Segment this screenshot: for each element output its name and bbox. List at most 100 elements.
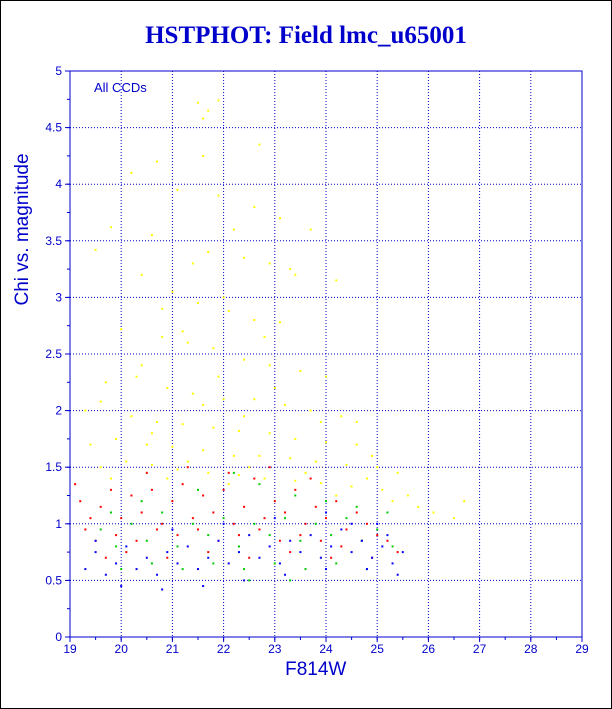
data-point-green: [130, 522, 133, 525]
data-point-red: [207, 551, 210, 554]
data-point-red: [156, 528, 159, 531]
data-point-yellow: [140, 364, 143, 367]
data-point-green: [376, 528, 379, 531]
data-point-yellow: [202, 403, 205, 406]
y-tick-label: 5: [55, 64, 62, 78]
data-point-red: [319, 539, 322, 542]
data-point-green: [345, 517, 348, 520]
x-tick-label: 25: [371, 642, 385, 656]
data-point-yellow: [309, 228, 312, 231]
data-point-red: [191, 517, 194, 520]
data-point-yellow: [207, 109, 210, 112]
data-point-red: [376, 534, 379, 537]
data-point-blue: [325, 511, 327, 514]
data-point-blue: [237, 551, 240, 554]
data-point-yellow: [248, 466, 251, 469]
data-point-yellow: [340, 415, 343, 418]
data-point-green: [258, 483, 261, 486]
data-point-yellow: [381, 488, 384, 491]
data-point-red: [386, 539, 389, 542]
data-point-yellow: [176, 468, 179, 471]
data-point-green: [140, 500, 143, 503]
data-point-yellow: [319, 420, 322, 423]
data-point-green: [268, 534, 271, 537]
all-ccds-annotation: All CCDs: [94, 80, 147, 95]
data-point-yellow: [289, 268, 292, 271]
data-point-blue: [268, 545, 271, 548]
data-point-yellow: [325, 441, 327, 444]
data-point-yellow: [171, 290, 174, 293]
data-point-blue: [227, 562, 230, 565]
data-point-blue: [309, 534, 312, 537]
data-point-red: [263, 517, 266, 520]
data-point-blue: [166, 551, 169, 554]
data-point-green: [181, 568, 184, 571]
data-point-blue: [171, 528, 174, 531]
data-point-green: [197, 488, 199, 491]
data-point-yellow: [202, 117, 205, 120]
data-point-red: [253, 477, 256, 480]
data-point-yellow: [294, 273, 297, 276]
data-point-red: [186, 466, 189, 469]
x-tick-label: 26: [422, 642, 436, 656]
data-point-blue: [94, 551, 97, 554]
data-point-green: [314, 522, 317, 525]
data-point-yellow: [309, 409, 312, 412]
data-point-yellow: [299, 369, 302, 372]
data-point-yellow: [140, 273, 143, 276]
data-point-green: [115, 545, 118, 548]
data-point-red: [120, 517, 123, 520]
data-point-green: [109, 511, 112, 514]
data-point-red: [166, 556, 169, 559]
data-point-blue: [222, 522, 225, 525]
data-point-green: [232, 471, 235, 474]
x-tick-label: 27: [473, 642, 487, 656]
data-point-blue: [284, 573, 287, 576]
data-point-yellow: [84, 409, 87, 412]
y-tick-label: 1.5: [45, 460, 62, 474]
data-point-red: [289, 551, 292, 554]
data-point-yellow: [145, 443, 148, 446]
data-point-green: [99, 528, 102, 531]
data-point-yellow: [243, 415, 246, 418]
data-point-yellow: [125, 460, 128, 463]
data-point-green: [386, 511, 389, 514]
data-point-yellow: [263, 477, 266, 480]
data-point-red: [115, 534, 118, 537]
data-point-blue: [94, 539, 97, 542]
data-point-yellow: [186, 341, 189, 344]
data-point-blue: [325, 568, 327, 571]
data-point-green: [284, 517, 287, 520]
x-tick-label: 24: [319, 642, 333, 656]
data-point-red: [314, 505, 317, 508]
data-point-yellow: [197, 302, 199, 305]
data-point-blue: [360, 539, 363, 542]
data-point-yellow: [181, 423, 184, 426]
y-tick-label: 3: [55, 290, 62, 304]
data-point-blue: [278, 562, 281, 565]
data-point-blue: [350, 551, 353, 554]
data-point-green: [145, 539, 148, 542]
data-point-yellow: [156, 160, 159, 163]
data-point-yellow: [263, 336, 266, 339]
data-point-red: [150, 488, 153, 491]
data-point-green: [294, 494, 297, 497]
data-point-yellow: [268, 364, 271, 367]
data-point-red: [309, 477, 312, 480]
data-point-green: [150, 562, 153, 565]
data-point-red: [181, 483, 184, 486]
y-tick-label: 2.5: [45, 347, 62, 361]
data-point-yellow: [161, 307, 164, 310]
data-point-blue: [299, 551, 302, 554]
data-point-yellow: [115, 437, 118, 440]
data-point-yellow: [391, 500, 394, 503]
data-point-red: [79, 500, 82, 503]
data-point-yellow: [304, 471, 307, 474]
data-point-yellow: [350, 485, 353, 488]
data-point-blue: [330, 545, 333, 548]
data-point-red: [171, 500, 174, 503]
data-point-yellow: [181, 330, 184, 333]
data-point-yellow: [432, 511, 435, 514]
data-point-red: [325, 517, 327, 520]
data-point-red: [237, 534, 240, 537]
